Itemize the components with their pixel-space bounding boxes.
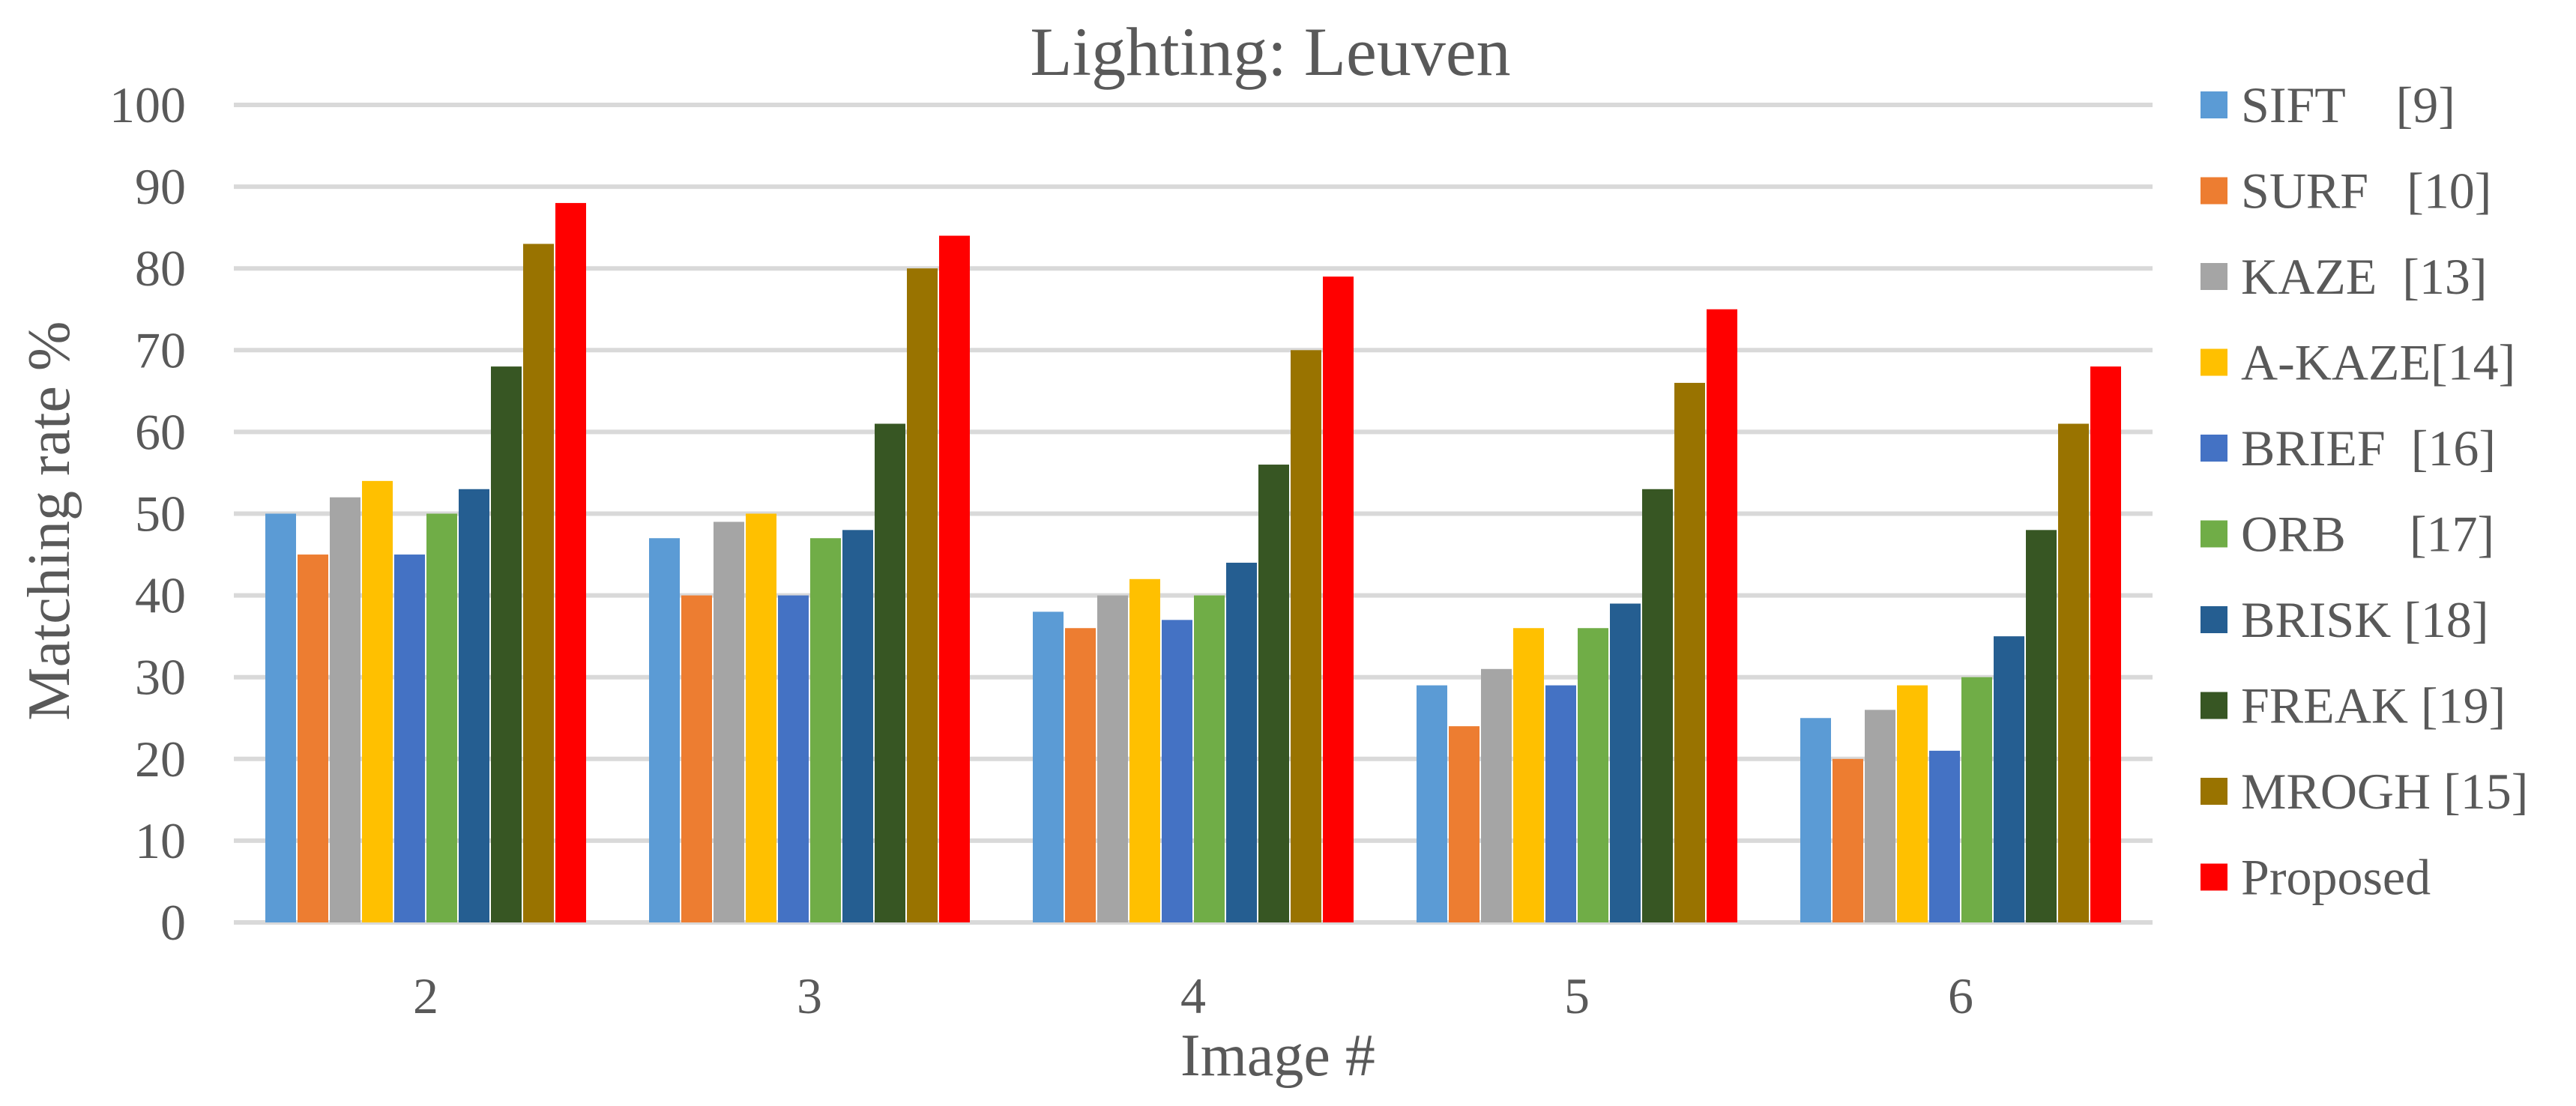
- bar: [1961, 677, 1992, 922]
- bar: [649, 538, 680, 922]
- legend: SIFT [9] SURF [10] KAZE [13] A-KAZE[14] BRIE…: [2201, 76, 2528, 906]
- bar: [2026, 530, 2057, 922]
- bar: [1097, 595, 1128, 922]
- bars: [265, 202, 2121, 923]
- x-axis-label: Image #: [1180, 1023, 1375, 1089]
- legend-label: MROGH [15]: [2241, 763, 2528, 820]
- bar: [1707, 309, 1737, 922]
- bar: [1513, 628, 1544, 922]
- bar: [491, 366, 522, 922]
- y-tick-label: 80: [135, 240, 186, 297]
- bar: [681, 595, 712, 922]
- y-tick-label: 20: [135, 731, 186, 788]
- legend-label: A-KAZE[14]: [2241, 334, 2515, 391]
- bar: [939, 235, 970, 922]
- bar: [523, 244, 554, 923]
- bar: [1162, 620, 1192, 922]
- x-tick-label: 2: [413, 967, 438, 1024]
- legend-label: FREAK [19]: [2241, 677, 2506, 734]
- legend-swatch: [2201, 177, 2227, 205]
- y-tick-label: 100: [109, 76, 186, 133]
- bar: [1291, 350, 1321, 922]
- x-axis-ticks: 2 3 4 5 6: [413, 967, 1973, 1024]
- legend-label: KAZE [13]: [2241, 248, 2488, 305]
- bar: [1065, 628, 1096, 922]
- legend-swatch: [2201, 91, 2227, 118]
- y-tick-label: 0: [160, 894, 186, 951]
- y-tick-label: 30: [135, 649, 186, 706]
- x-tick-label: 6: [1948, 967, 1973, 1024]
- bar: [778, 595, 809, 922]
- y-tick-label: 10: [135, 812, 186, 869]
- bar: [746, 513, 776, 922]
- y-tick-label: 50: [135, 486, 186, 543]
- legend-label: SURF [10]: [2241, 163, 2491, 220]
- bar: [1449, 726, 1479, 922]
- bar: [1994, 636, 2024, 922]
- y-tick-label: 40: [135, 567, 186, 624]
- legend-swatch: [2201, 348, 2227, 376]
- legend-swatch: [2201, 692, 2227, 719]
- chart-title: Lighting: Leuven: [1030, 13, 1510, 90]
- bar: [1610, 603, 1641, 922]
- legend-label: Proposed: [2241, 849, 2431, 906]
- bar: [875, 423, 905, 922]
- bar: [2058, 423, 2089, 922]
- y-tick-label: 60: [135, 403, 186, 460]
- bar: [1033, 611, 1064, 922]
- bar: [1800, 718, 1831, 922]
- legend-swatch: [2201, 520, 2227, 548]
- bar: [810, 538, 841, 922]
- bar: [1129, 578, 1160, 922]
- y-axis-label: Matching rate %: [16, 321, 82, 720]
- bar: [1897, 685, 1928, 922]
- bar: [1417, 685, 1447, 922]
- y-tick-label: 90: [135, 158, 186, 215]
- bar: [1929, 750, 1960, 922]
- x-tick-label: 4: [1180, 967, 1206, 1024]
- bar: [1642, 489, 1673, 922]
- bar: [1833, 758, 1863, 922]
- legend-label: SIFT [9]: [2241, 76, 2455, 133]
- bar: [459, 489, 489, 922]
- bar: [1226, 562, 1257, 922]
- bar: [1258, 465, 1289, 922]
- bar: [265, 513, 296, 922]
- bar: [426, 513, 457, 922]
- bar: [1865, 710, 1895, 922]
- bar: [298, 554, 328, 922]
- legend-swatch: [2201, 263, 2227, 290]
- legend-swatch: [2201, 435, 2227, 462]
- legend-swatch: [2201, 778, 2227, 805]
- legend-label: BRISK [18]: [2241, 591, 2489, 648]
- legend-label: BRIEF [16]: [2241, 420, 2496, 477]
- bar: [394, 554, 425, 922]
- bar: [1194, 595, 1225, 922]
- bar: [1578, 628, 1608, 922]
- bar: [714, 522, 744, 922]
- legend-label: ORB [17]: [2241, 506, 2494, 563]
- legend-swatch: [2201, 863, 2227, 891]
- bar: [2090, 366, 2121, 922]
- bar: [1674, 382, 1705, 922]
- bar: [362, 480, 393, 922]
- y-axis-ticks: 0 10 20 30 40 50 60 70 80 90 100: [109, 76, 186, 951]
- bar: [1323, 276, 1354, 922]
- x-tick-label: 5: [1564, 967, 1590, 1024]
- y-tick-label: 70: [135, 321, 186, 378]
- bar: [330, 497, 361, 922]
- bar: [842, 530, 873, 922]
- bar: [1481, 668, 1512, 922]
- bar: [907, 268, 938, 922]
- x-tick-label: 3: [797, 967, 822, 1024]
- bar: [1545, 685, 1576, 922]
- legend-swatch: [2201, 606, 2227, 633]
- bar: [555, 202, 586, 922]
